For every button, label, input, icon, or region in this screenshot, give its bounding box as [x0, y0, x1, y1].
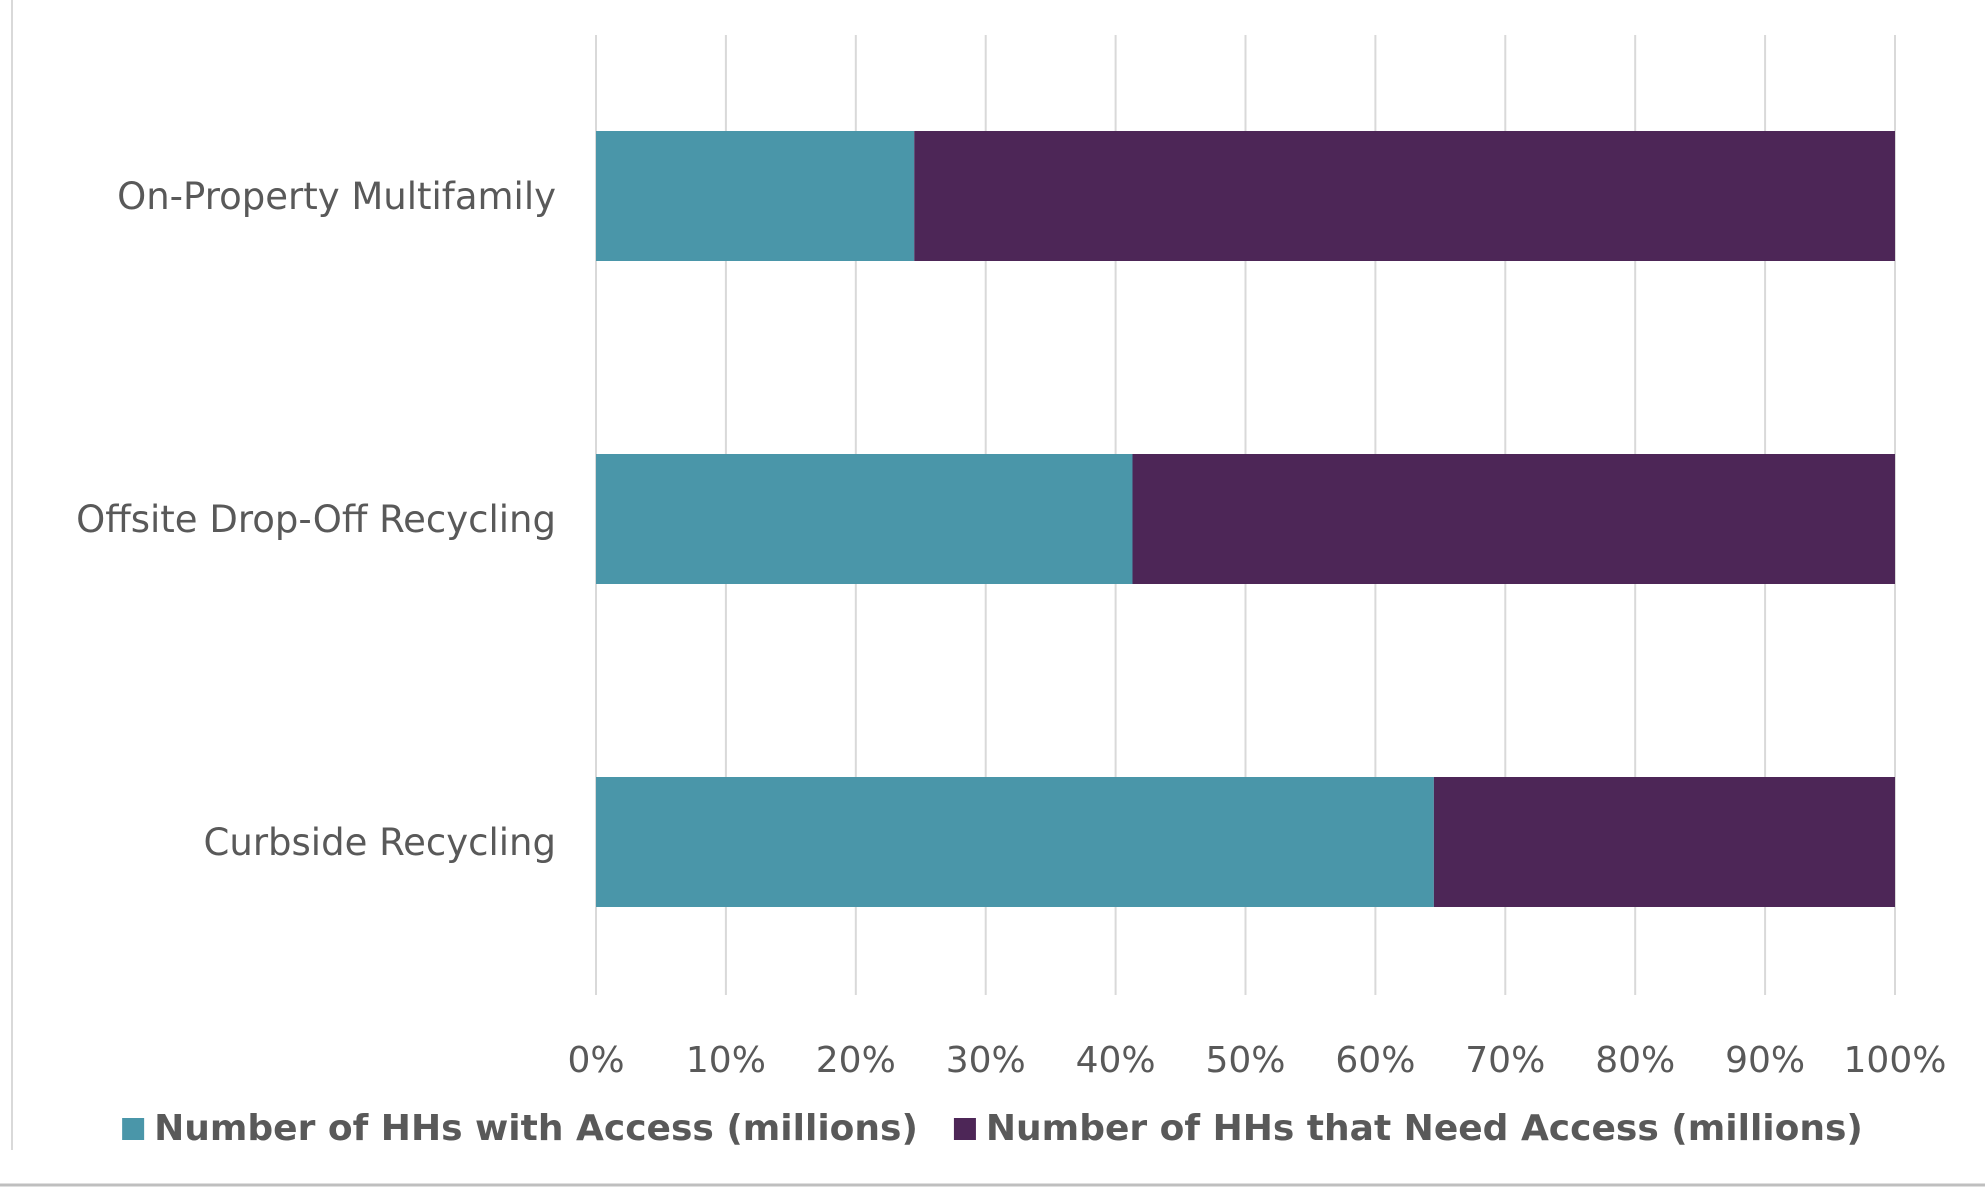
x-tick-label: 70%	[1465, 1040, 1545, 1081]
bar-segment	[1433, 777, 1895, 907]
x-tick-label: 30%	[946, 1040, 1026, 1081]
x-tick-label: 60%	[1335, 1040, 1415, 1081]
legend-label: Number of HHs that Need Access (millions…	[986, 1108, 1863, 1149]
x-tick-label: 50%	[1205, 1040, 1285, 1081]
legend: Number of HHs with Access (millions) Numb…	[122, 1108, 1863, 1149]
x-tick-label: 40%	[1076, 1040, 1156, 1081]
bars	[596, 131, 1895, 907]
category-label: Curbside Recycling	[204, 821, 556, 864]
x-tick-label: 20%	[816, 1040, 896, 1081]
bar-segment	[596, 777, 1434, 907]
bar-segment	[914, 131, 1895, 261]
x-tick-label: 0%	[567, 1040, 624, 1081]
bar-segment	[596, 131, 915, 261]
x-tick-label: 10%	[686, 1040, 766, 1081]
x-tick-label: 90%	[1725, 1040, 1805, 1081]
category-label: On-Property Multifamily	[117, 175, 556, 218]
category-label: Offsite Drop-Off Recycling	[76, 498, 556, 541]
bar-segment	[596, 454, 1133, 584]
value-axis-tick-labels: 0% 10% 20% 30% 40% 50% 60% 70% 80% 90% 100%	[567, 1040, 1946, 1081]
category-axis-labels: On-Property Multifamily Offsite Drop-Off …	[76, 175, 556, 864]
legend-label: Number of HHs with Access (millions)	[154, 1108, 918, 1149]
x-tick-label: 100%	[1844, 1040, 1947, 1081]
legend-swatch	[122, 1118, 145, 1140]
legend-items: Number of HHs with Access (millions) Numb…	[122, 1108, 1863, 1149]
legend-swatch	[953, 1118, 976, 1140]
bar-segment	[1132, 454, 1895, 584]
x-tick-label: 80%	[1595, 1040, 1675, 1081]
